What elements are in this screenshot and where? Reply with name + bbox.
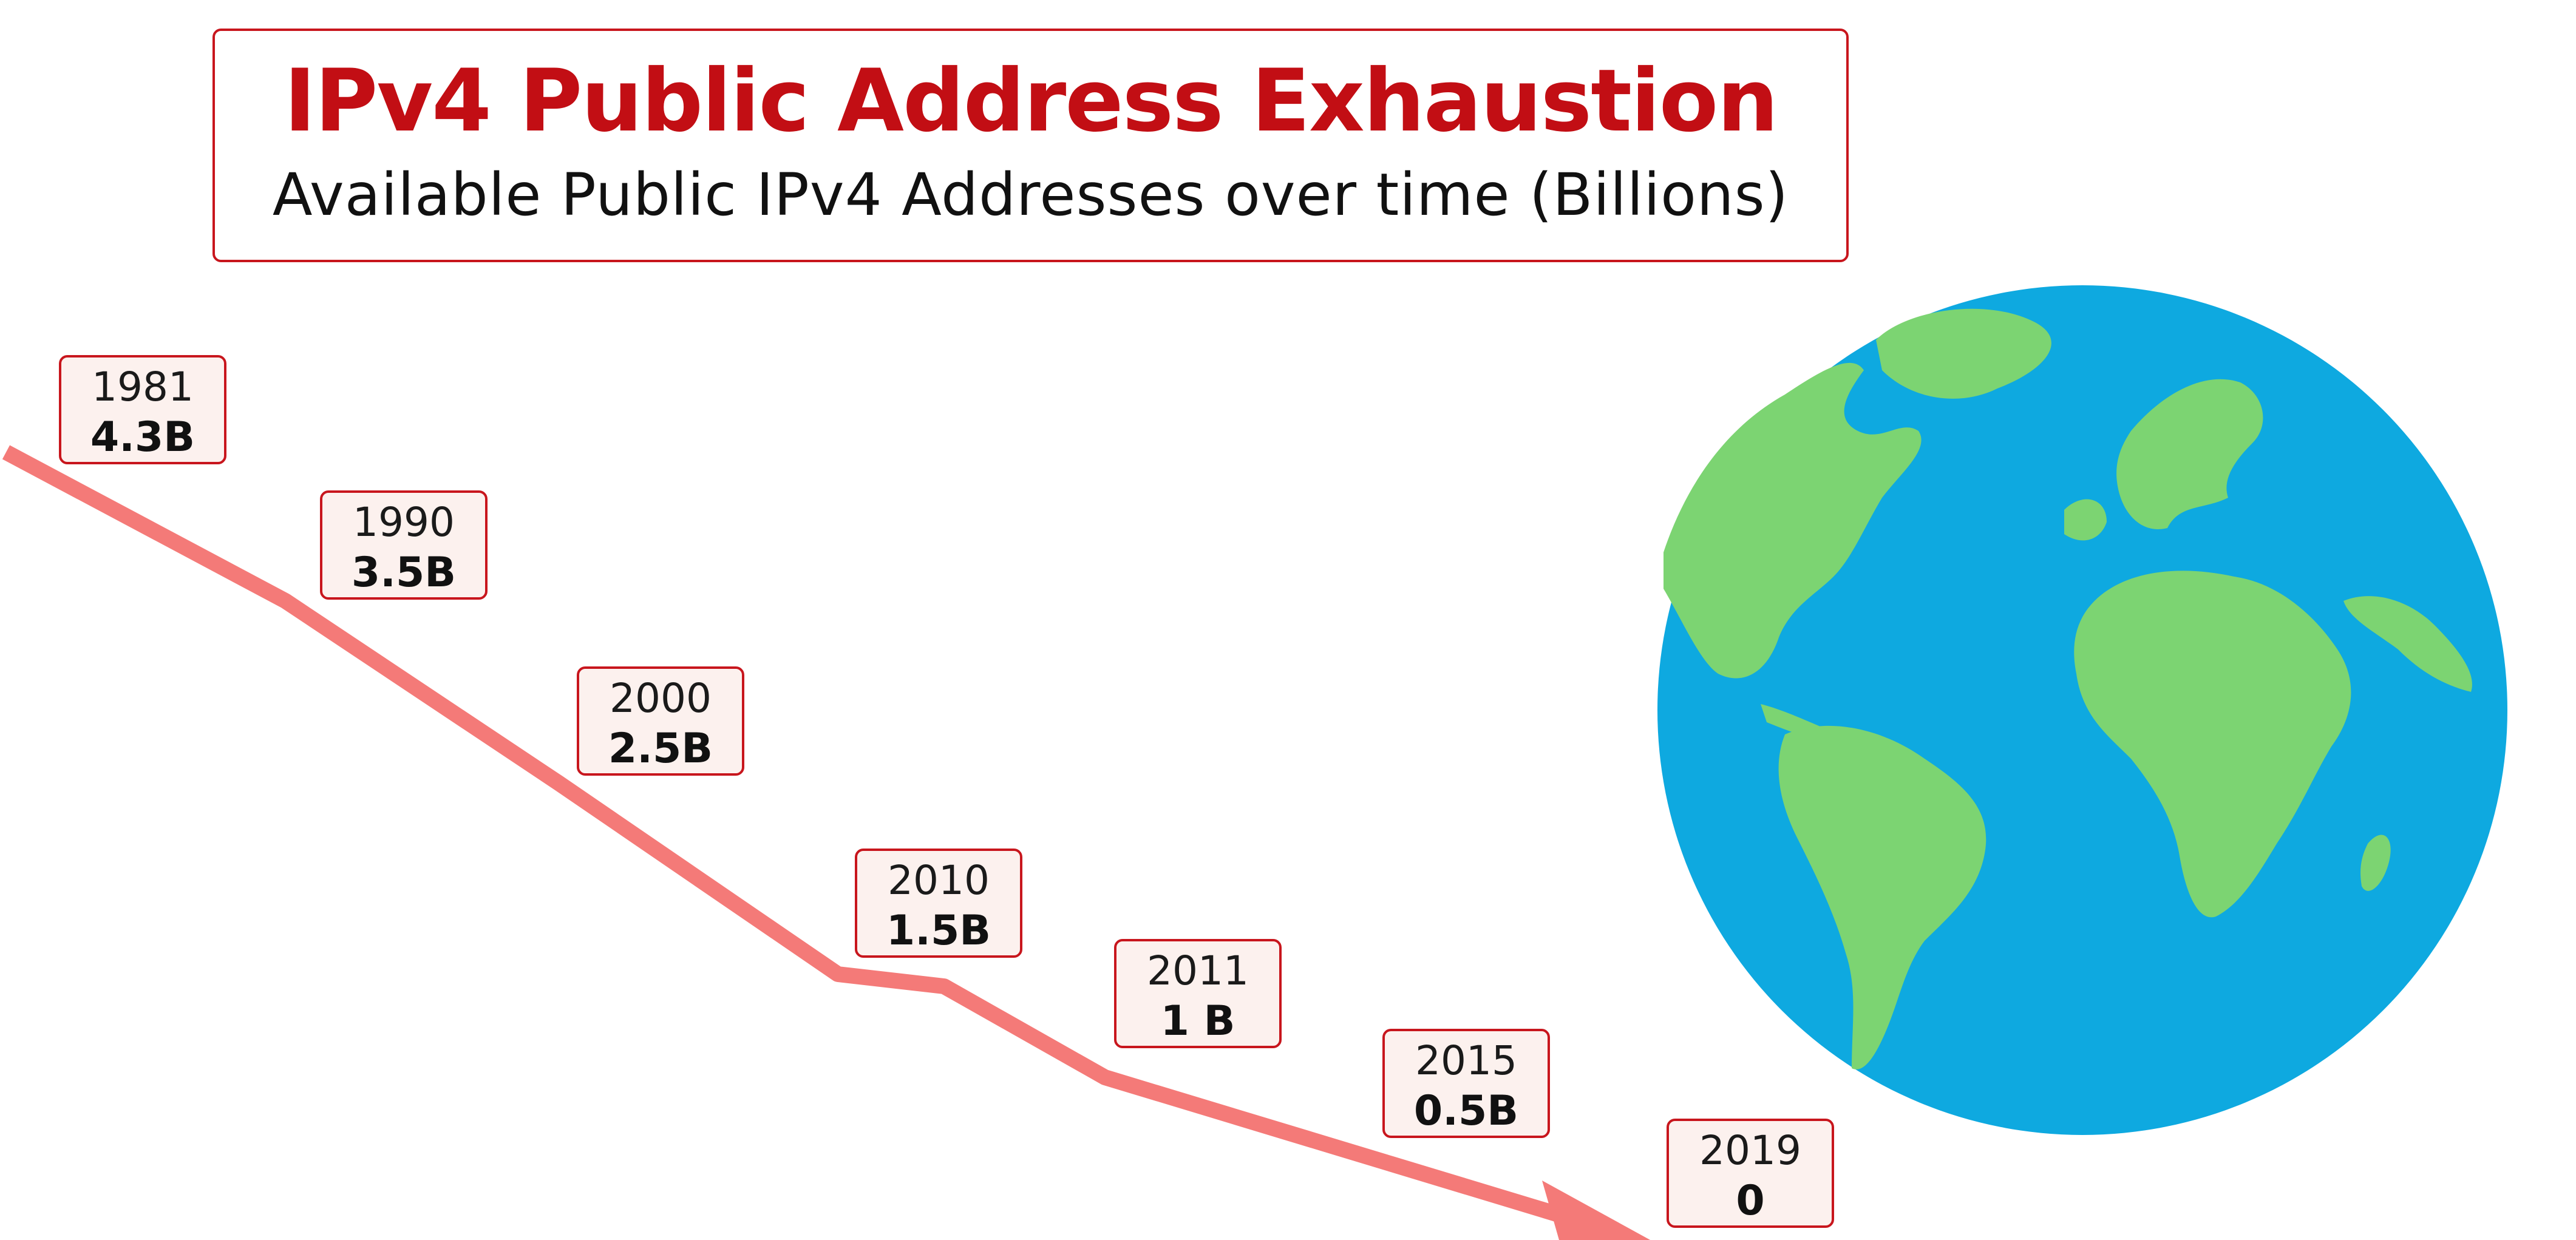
data-label-1981: 1981 4.3B xyxy=(59,355,226,464)
data-label-year: 2000 xyxy=(610,675,712,722)
data-label-value: 0.5B xyxy=(1413,1086,1519,1135)
data-label-value: 2.5B xyxy=(608,724,713,773)
line-arrowhead xyxy=(1542,1181,1651,1240)
data-label-2011: 2011 1 B xyxy=(1114,939,1282,1048)
data-label-year: 2010 xyxy=(888,857,990,904)
data-label-value: 3.5B xyxy=(351,548,457,597)
data-label-value: 1.5B xyxy=(886,906,991,955)
data-label-value: 4.3B xyxy=(90,413,195,461)
data-label-value: 0 xyxy=(1736,1176,1765,1225)
data-point-2000 xyxy=(558,782,559,784)
data-label-year: 2019 xyxy=(1699,1127,1801,1174)
data-label-value: 1 B xyxy=(1160,997,1235,1045)
data-label-2015: 2015 0.5B xyxy=(1382,1029,1550,1138)
data-label-year: 1990 xyxy=(353,499,455,546)
earth-globe-icon xyxy=(1657,285,2507,1135)
data-point-1990 xyxy=(285,600,286,601)
globe-land xyxy=(1664,308,2472,1069)
series-line xyxy=(2,445,1569,1225)
data-label-year: 2011 xyxy=(1147,947,1249,994)
data-label-2019: 2019 0 xyxy=(1667,1119,1834,1228)
data-point-2011 xyxy=(943,986,945,987)
data-label-year: 2015 xyxy=(1415,1037,1517,1084)
data-point-1981 xyxy=(5,452,7,453)
data-point-2019 xyxy=(1626,1238,1628,1239)
data-label-2010: 2010 1.5B xyxy=(855,849,1022,958)
series-line-layer xyxy=(2,445,1651,1240)
title-box: IPv4 Public Address Exhaustion Available… xyxy=(212,29,1849,262)
data-point-2015 xyxy=(1104,1077,1106,1078)
chart-title: IPv4 Public Address Exhaustion xyxy=(284,51,1779,151)
chart-subtitle: Available Public IPv4 Addresses over tim… xyxy=(272,161,1789,229)
data-label-2000: 2000 2.5B xyxy=(577,666,744,776)
data-label-1990: 1990 3.5B xyxy=(320,490,488,600)
data-point-2010 xyxy=(837,974,838,975)
data-label-year: 1981 xyxy=(92,364,194,410)
